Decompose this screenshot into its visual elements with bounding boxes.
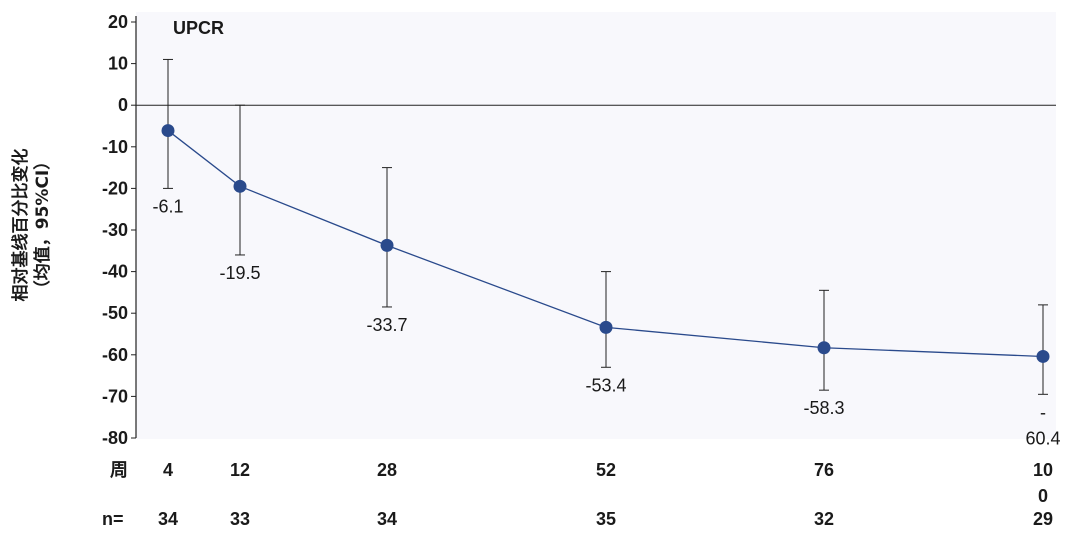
n-value: 32 bbox=[814, 509, 834, 529]
y-tick-label: -30 bbox=[102, 220, 128, 240]
n-value: 34 bbox=[158, 509, 178, 529]
data-point bbox=[1036, 349, 1050, 363]
y-tick-label: -50 bbox=[102, 303, 128, 323]
data-label: - bbox=[1040, 402, 1046, 422]
data-points bbox=[161, 124, 1050, 363]
y-axis: 20 10 0 -10 -20 -30 -40 -50 -60 -70 -80 bbox=[102, 12, 137, 448]
y-tick-label: -10 bbox=[102, 137, 128, 157]
error-bars bbox=[163, 58, 1048, 395]
n-value: 35 bbox=[596, 509, 616, 529]
series-line bbox=[167, 130, 1044, 358]
data-label: -33.7 bbox=[366, 315, 407, 335]
x-tick-label: 76 bbox=[814, 460, 834, 480]
n-value: 33 bbox=[230, 509, 250, 529]
data-label: -58.3 bbox=[803, 398, 844, 418]
y-axis-label-line1: 相对基线百分比变化 bbox=[10, 149, 31, 302]
data-point bbox=[817, 341, 831, 355]
y-tick-label: 10 bbox=[108, 54, 128, 74]
n-value: 29 bbox=[1033, 509, 1053, 529]
n-value: 34 bbox=[377, 509, 397, 529]
x-tick-label: 10 bbox=[1033, 460, 1053, 480]
x-tick-label: 28 bbox=[377, 460, 397, 480]
data-point bbox=[599, 320, 613, 334]
y-tick-label: -80 bbox=[102, 428, 128, 448]
x-tick-label: 52 bbox=[596, 460, 616, 480]
data-point bbox=[233, 179, 247, 193]
n-row: 34 33 34 35 32 29 bbox=[158, 509, 1053, 529]
x-tick-label: 4 bbox=[163, 460, 173, 480]
data-label: -53.4 bbox=[585, 375, 626, 395]
data-label: -19.5 bbox=[219, 263, 260, 283]
x-tick-label: 12 bbox=[230, 460, 250, 480]
x-row-label: 周 bbox=[110, 460, 128, 480]
data-label: 60.4 bbox=[1025, 428, 1060, 448]
y-axis-label-line2: （均值，95%CI） bbox=[32, 153, 53, 298]
data-label: -6.1 bbox=[152, 196, 183, 216]
y-tick-label: -60 bbox=[102, 345, 128, 365]
y-tick-label: 0 bbox=[118, 95, 128, 115]
y-tick-label: 20 bbox=[108, 12, 128, 32]
x-tick-labels: 4 12 28 52 76 100 bbox=[163, 460, 1053, 506]
data-point bbox=[161, 124, 175, 138]
data-labels: -6.1 -19.5 -33.7 -53.4 -58.3 - 60.4 bbox=[152, 196, 1060, 448]
y-tick-label: -70 bbox=[102, 386, 128, 406]
x-tick-label: 0 bbox=[1038, 486, 1048, 506]
y-tick-label: -40 bbox=[102, 262, 128, 282]
plot-background bbox=[136, 12, 1056, 439]
y-tick-label: -20 bbox=[102, 178, 128, 198]
data-point bbox=[380, 238, 394, 252]
n-row-label: n= bbox=[102, 509, 124, 529]
chart-title: UPCR bbox=[173, 18, 224, 38]
